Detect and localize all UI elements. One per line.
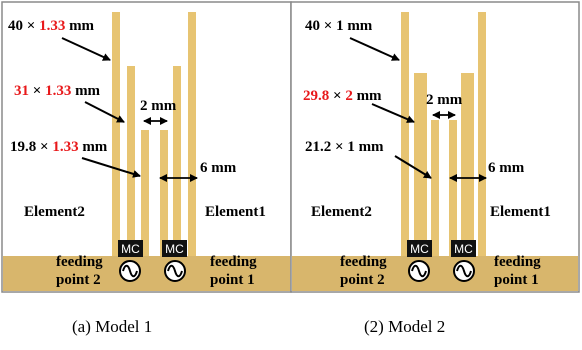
element1-label: Element1 [205, 204, 266, 220]
mc-label-left: MC [121, 242, 140, 256]
element2-short-strip [141, 130, 149, 256]
dim-label-mid: 31 × 1.33 mm [14, 83, 101, 99]
feed-left-line2: point 2 [340, 272, 385, 288]
element1-mid-strip [461, 73, 474, 256]
mc-box-right [451, 240, 476, 257]
arrow-top [349, 37, 400, 61]
feed-right-line2: point 1 [210, 272, 255, 288]
mc-label-right: MC [165, 242, 184, 256]
feed-left-line1: feeding [340, 254, 387, 270]
arrow-mid [371, 103, 415, 123]
arrow-top [61, 37, 111, 61]
gap-label: 2 mm [140, 98, 177, 114]
mc-label-left: MC [410, 242, 429, 256]
mc-box-left [407, 240, 432, 257]
source-icon-left [408, 260, 430, 282]
feed-right-line1: feeding [494, 254, 541, 270]
source-icon-right [453, 260, 475, 282]
dim-label-top: 40 × 1.33 mm [8, 18, 95, 34]
element1-short-strip [160, 130, 168, 256]
source-icon-left [119, 260, 141, 282]
dim-label-low: 21.2 × 1 mm [305, 139, 384, 155]
caption-model-2: (2) Model 2 [364, 317, 445, 336]
feed-left-line1: feeding [56, 254, 103, 270]
element1-label: Element1 [490, 204, 551, 220]
element2-mid-strip [127, 66, 135, 256]
element2-label: Element2 [311, 204, 372, 220]
feed-right-line2: point 1 [494, 272, 539, 288]
feed-right-line1: feeding [210, 254, 257, 270]
gap-label: 2 mm [426, 92, 463, 108]
dim-label-top: 40 × 1 mm [305, 18, 373, 34]
caption-model-1: (a) Model 1 [72, 317, 152, 336]
element1-short-strip [449, 120, 457, 256]
dim-label-mid: 29.8 × 2 mm [303, 88, 382, 104]
mc-box-left [118, 240, 143, 257]
arrow-mid [84, 101, 125, 123]
source-icon-right [164, 260, 186, 282]
mc-box-right [162, 240, 187, 257]
ground-plane [292, 256, 578, 291]
element1-long-strip [188, 12, 196, 256]
spacing-label: 6 mm [488, 160, 525, 176]
arrow-low [394, 155, 432, 179]
element2-short-strip [431, 120, 439, 256]
element2-long-strip [112, 12, 120, 256]
element2-label: Element2 [24, 204, 85, 220]
arrow-low [81, 157, 141, 178]
ground-plane [3, 256, 290, 291]
panel-model-1: 40 × 1.33 mm 31 × 1.33 mm 19.8 × 1.33 mm… [1, 1, 292, 293]
panel-model-2: 40 × 1 mm 29.8 × 2 mm 21.2 × 1 mm 2 mm 6… [290, 1, 580, 293]
element1-mid-strip [173, 66, 181, 256]
element2-mid-strip [414, 73, 427, 256]
mc-label-right: MC [454, 242, 473, 256]
spacing-label: 6 mm [200, 160, 237, 176]
element1-long-strip [478, 12, 486, 256]
feed-left-line2: point 2 [56, 272, 101, 288]
dim-label-low: 19.8 × 1.33 mm [10, 139, 108, 155]
element2-long-strip [401, 12, 409, 256]
